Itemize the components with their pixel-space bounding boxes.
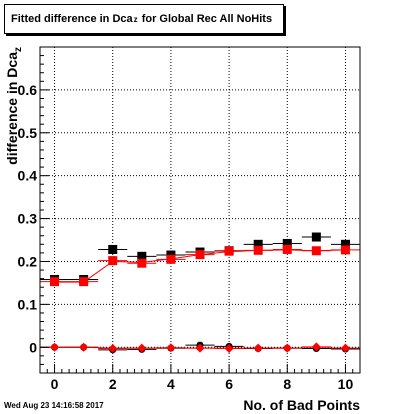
axis-layer: 0 2 4 6 8 10 0 0.1 0.2 0.3 0.4 0.5 0.6 bbox=[18, 55, 361, 392]
data-point-diamond bbox=[137, 343, 147, 353]
y-axis-title-main: difference in Dca bbox=[4, 52, 20, 165]
x-axis-title: No. of Bad Points bbox=[243, 397, 360, 413]
y-tick-label: 0.6 bbox=[18, 82, 38, 98]
plot-frame bbox=[39, 46, 361, 374]
markers-layer bbox=[40, 232, 360, 354]
data-point-diamond bbox=[166, 343, 176, 353]
chart-title-rest: for Global Rec All NoHits bbox=[138, 13, 273, 25]
y-tick-label: 0.4 bbox=[18, 168, 38, 184]
data-point-square bbox=[311, 246, 321, 256]
chart-title-main: Fitted difference in Dca bbox=[11, 13, 133, 25]
y-tick-label: 0.2 bbox=[18, 253, 38, 269]
data-point-square bbox=[108, 256, 118, 266]
data-point-diamond bbox=[253, 343, 263, 353]
data-point-square bbox=[253, 245, 263, 255]
fit-lines-layer bbox=[54, 249, 346, 349]
timestamp-label: Wed Aug 23 14:16:58 2017 bbox=[4, 401, 104, 410]
data-point-square bbox=[340, 239, 350, 249]
data-point-square bbox=[137, 251, 147, 261]
data-point-diamond bbox=[108, 344, 118, 354]
data-point-diamond bbox=[224, 344, 234, 354]
y-axis-title: difference in Dcaz bbox=[4, 47, 24, 165]
data-point-square bbox=[282, 244, 292, 254]
data-point-square bbox=[79, 277, 89, 287]
data-point-diamond bbox=[282, 343, 292, 353]
data-point-square bbox=[108, 244, 118, 254]
x-tick-label: 0 bbox=[51, 376, 59, 392]
x-tick-label: 8 bbox=[283, 376, 291, 392]
data-point-square bbox=[224, 246, 234, 256]
data-point-square bbox=[340, 245, 350, 255]
y-axis-title-subscript: z bbox=[13, 47, 24, 52]
data-point-square bbox=[166, 254, 176, 264]
data-point-square bbox=[311, 232, 321, 242]
data-point-diamond bbox=[79, 342, 89, 352]
x-tick-label: 6 bbox=[225, 376, 233, 392]
data-point-square bbox=[253, 239, 263, 249]
chart-title-box: Fitted difference in Dca z for Global Rec… bbox=[4, 4, 284, 34]
data-point-square bbox=[195, 250, 205, 260]
x-tick-label: 4 bbox=[167, 376, 175, 392]
y-tick-label: 0.3 bbox=[18, 211, 38, 227]
x-tick-label: 10 bbox=[338, 376, 354, 392]
data-point-diamond bbox=[195, 343, 205, 353]
y-tick-label: 0.1 bbox=[18, 296, 38, 312]
y-tick-label: 0.5 bbox=[18, 125, 38, 141]
data-point-diamond bbox=[50, 342, 60, 352]
grid-layer bbox=[40, 47, 360, 373]
data-point-diamond bbox=[311, 342, 321, 352]
data-point-square bbox=[50, 277, 60, 287]
data-point-diamond bbox=[340, 343, 350, 353]
data-point-square bbox=[137, 258, 147, 268]
y-tick-label: 0 bbox=[29, 339, 37, 355]
data-point-square bbox=[282, 238, 292, 248]
x-tick-label: 2 bbox=[109, 376, 117, 392]
chart-title-subscript: z bbox=[133, 14, 138, 24]
